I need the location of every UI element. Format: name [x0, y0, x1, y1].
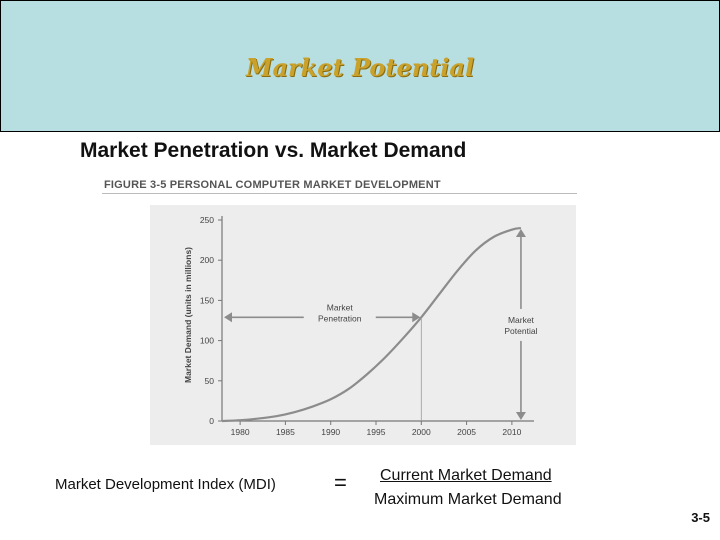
slide-number: 3-5	[691, 510, 710, 525]
penetration-label: Market	[327, 302, 354, 312]
penetration-arrowhead-left	[224, 312, 232, 323]
x-tick-label: 2000	[412, 427, 431, 437]
y-tick-label: 0	[209, 416, 214, 426]
x-tick-label: 1990	[321, 427, 340, 437]
formula-numerator: Current Market Demand	[380, 467, 552, 484]
x-tick-label: 1980	[231, 427, 250, 437]
x-tick-label: 2005	[457, 427, 476, 437]
x-tick-label: 2010	[502, 427, 521, 437]
main-heading: Market Penetration vs. Market Demand	[80, 139, 467, 162]
potential-label: Market	[508, 315, 535, 325]
potential-label: Potential	[504, 326, 537, 336]
x-tick-label: 1995	[367, 427, 386, 437]
mdi-label: Market Development Index (MDI)	[55, 476, 276, 493]
figure-caption: FIGURE 3-5 PERSONAL COMPUTER MARKET DEVE…	[104, 179, 441, 191]
y-tick-label: 50	[205, 376, 215, 386]
caption-divider	[102, 193, 577, 194]
penetration-label: Penetration	[318, 313, 362, 323]
y-tick-label: 200	[200, 255, 214, 265]
chart-axes	[221, 216, 534, 422]
y-axis-label: Market Demand (units in millions)	[183, 247, 193, 383]
chart-ticks: 0 50 100 150 200 250 1980 1985 1990 1995 2000 2005 2…	[200, 215, 522, 437]
market-development-chart: 0 50 100 150 200 250 1980 1985 1990 1995 2000 2005 2…	[150, 205, 576, 445]
equals-sign: =	[334, 470, 347, 495]
penetration-arrowhead-right	[412, 312, 421, 323]
title-banner: Market Potential	[0, 0, 720, 132]
slide-title: Market Potential	[245, 53, 475, 82]
chart-panel	[150, 205, 576, 445]
formula-denominator: Maximum Market Demand	[374, 491, 562, 508]
potential-arrowhead-top	[515, 229, 526, 238]
potential-arrowhead-bottom	[515, 412, 526, 420]
x-tick-label: 1985	[276, 427, 295, 437]
y-tick-label: 100	[200, 336, 214, 346]
market-demand-curve	[221, 226, 522, 423]
y-tick-label: 150	[200, 295, 214, 305]
chart-series	[221, 226, 522, 423]
y-tick-label: 250	[200, 215, 214, 225]
